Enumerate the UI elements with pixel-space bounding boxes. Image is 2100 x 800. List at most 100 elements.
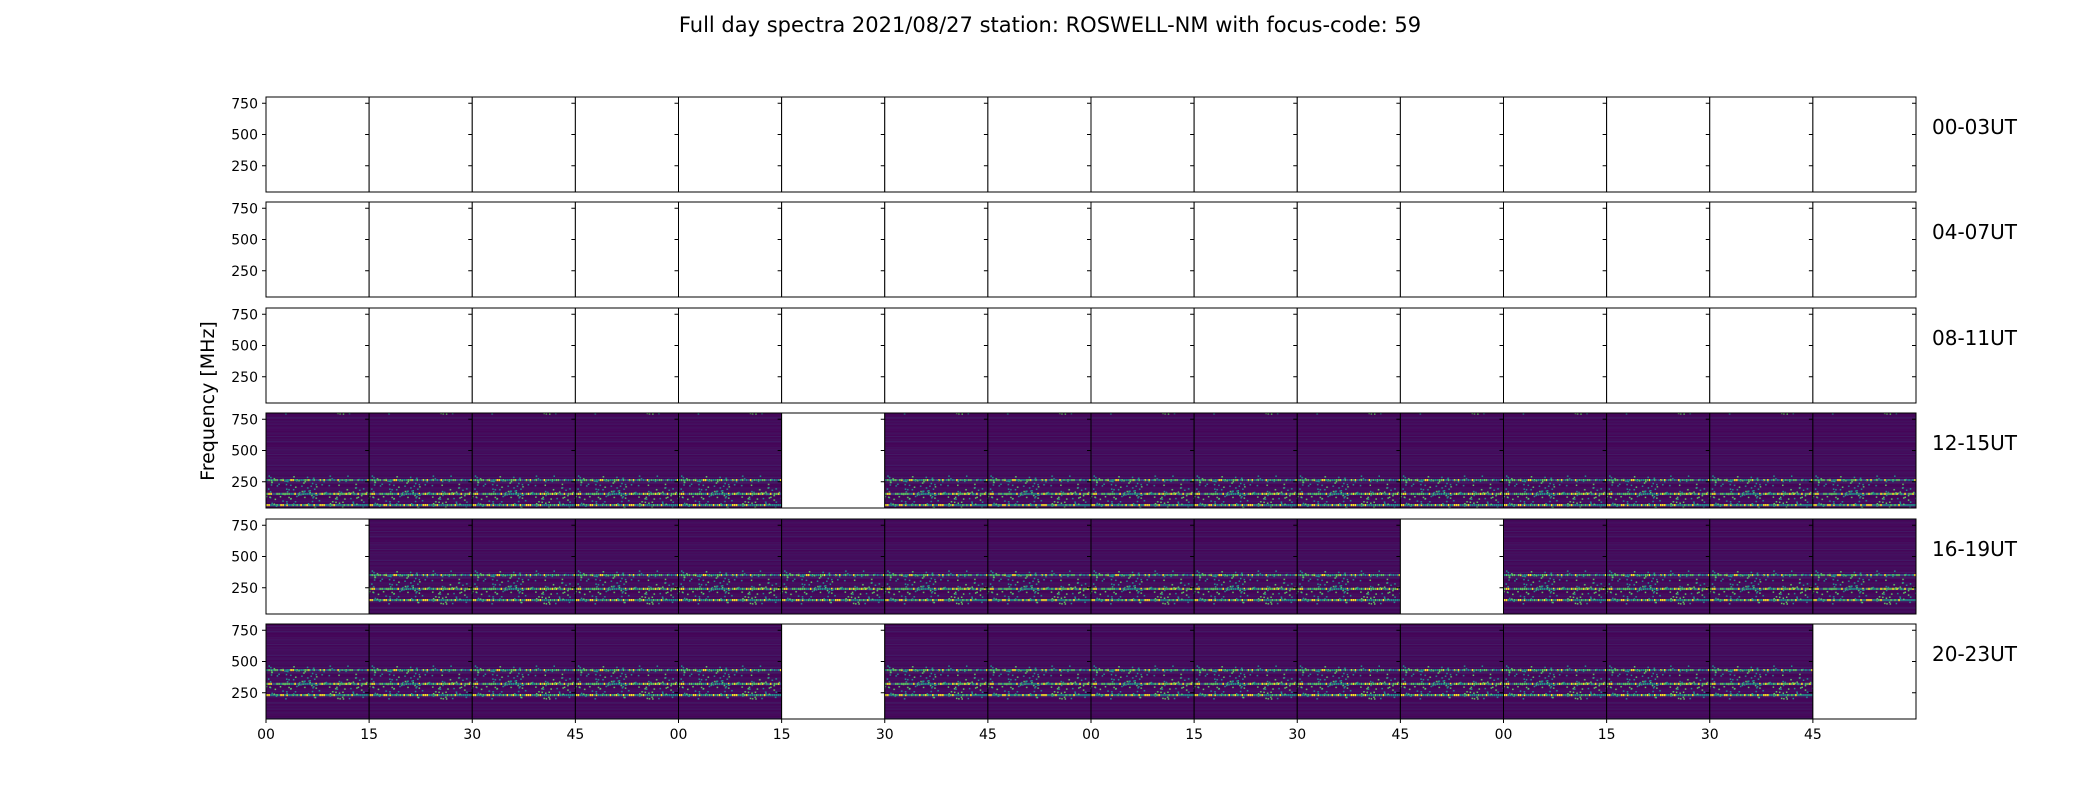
spectrogram-panel: [1296, 201, 1401, 298]
spectrogram-panel: [1296, 96, 1401, 193]
spectrogram-panel: [1709, 623, 1814, 720]
spectrogram-panel: [1090, 518, 1195, 615]
x-tick-label: 45: [979, 727, 997, 743]
y-tick-label: 250: [231, 159, 258, 175]
spectrogram-panel: [1503, 96, 1608, 193]
spectrogram-panel: [1503, 307, 1608, 404]
x-tick-label: 00: [670, 727, 688, 743]
x-tick-label: 00: [1495, 727, 1513, 743]
spectrogram-panel: [471, 412, 576, 509]
spectrogram-panel: [265, 307, 370, 404]
y-axis-label: Frequency [MHz]: [197, 321, 219, 481]
spectrogram-panel: [781, 201, 886, 298]
x-tick-label: 45: [1391, 727, 1409, 743]
spectrogram-panel: [678, 412, 783, 509]
row-label: 16-19UT: [1932, 537, 2018, 561]
y-tick-label: 250: [231, 370, 258, 386]
spectrogram-panel: [265, 412, 370, 509]
spectrogram-panel: [1193, 623, 1298, 720]
x-tick-label: 45: [566, 727, 584, 743]
y-tick-label: 250: [231, 581, 258, 597]
spectrogram-panel: [265, 623, 370, 720]
spectrogram-panel: [368, 96, 473, 193]
spectrogram-panel: [1296, 307, 1401, 404]
spectrogram-panel: [884, 96, 989, 193]
y-tick-label: 500: [231, 655, 258, 671]
spectrogram-panel: [678, 623, 783, 720]
spectrogram-panel: [1812, 307, 1917, 404]
spectrogram-panel: [987, 623, 1092, 720]
spectrogram-panel: [1606, 307, 1711, 404]
spectrogram-panel: [1606, 96, 1711, 193]
spectrogram-panel: [1503, 412, 1608, 509]
spectrogram-panel: [884, 518, 989, 615]
row-label: 00-03UT: [1932, 115, 2018, 139]
spectrogram-panel: [368, 412, 473, 509]
spectrogram-panel: [471, 96, 576, 193]
chart-title: Full day spectra 2021/08/27 station: ROS…: [679, 13, 1421, 37]
spectrogram-panel: [781, 518, 886, 615]
spectrogram-panel: [1296, 623, 1401, 720]
spectrogram-panel: [471, 518, 576, 615]
spectrogram-panel: [265, 96, 370, 193]
spectrogram-panel: [1812, 201, 1917, 298]
x-tick-label: 45: [1804, 727, 1822, 743]
spectrogram-panel: [781, 623, 886, 720]
spectrogram-panel: [1606, 412, 1711, 509]
spectrogram-panel: [1606, 201, 1711, 298]
spectrogram-panel: [368, 307, 473, 404]
spectrogram-panel: [368, 623, 473, 720]
spectrogram-panel: [1193, 307, 1298, 404]
spectrogram-panel: [368, 201, 473, 298]
spectrogram-panel: [1709, 412, 1814, 509]
y-tick-label: 750: [231, 201, 258, 217]
row-label: 04-07UT: [1932, 220, 2018, 244]
spectrogram-panel: [1709, 518, 1814, 615]
spectrogram-panel: [1399, 96, 1504, 193]
y-tick-label: 750: [231, 412, 258, 428]
spectrogram-panel: [574, 307, 679, 404]
x-tick-label: 00: [1082, 727, 1100, 743]
y-tick-label: 500: [231, 339, 258, 355]
spectrogram-panel: [1090, 307, 1195, 404]
spectrogram-panel: [1606, 623, 1711, 720]
spectrogram-panel: [1399, 518, 1504, 615]
spectrogram-panel: [987, 96, 1092, 193]
spectrogram-panel: [1399, 307, 1504, 404]
x-tick-label: 15: [773, 727, 791, 743]
spectrogram-panel: [574, 518, 679, 615]
spectrogram-panel: [265, 201, 370, 298]
spectrogram-panel: [781, 307, 886, 404]
spectrogram-panel: [1090, 96, 1195, 193]
x-tick-label: 30: [1288, 727, 1306, 743]
x-tick-label: 15: [360, 727, 378, 743]
spectrogram-panel: [1503, 518, 1608, 615]
spectrogram-panel: [1709, 201, 1814, 298]
row-label: 12-15UT: [1932, 431, 2018, 455]
panel-grid: 250 500 750 00-03UT 250 500 750 04-07UT 250 500 75…: [231, 96, 2017, 743]
spectrogram-panel: [1812, 412, 1917, 509]
y-tick-label: 500: [231, 444, 258, 460]
spectrogram-panel: [1090, 623, 1195, 720]
spectrogram-panel: [1090, 201, 1195, 298]
spectrogram-panel: [1399, 201, 1504, 298]
y-tick-label: 500: [231, 550, 258, 566]
y-tick-label: 500: [231, 233, 258, 249]
spectrogram-panel: [987, 412, 1092, 509]
y-tick-label: 250: [231, 264, 258, 280]
y-tick-label: 250: [231, 475, 258, 491]
x-tick-label: 00: [257, 727, 275, 743]
spectrogram-panel: [1193, 518, 1298, 615]
spectrogram-panel: [678, 96, 783, 193]
spectrogram-panel: [678, 518, 783, 615]
spectrogram-panel: [1812, 518, 1917, 615]
spectrogram-panel: [1399, 412, 1504, 509]
spectrogram-panel: [678, 307, 783, 404]
spectrogram-panel: [471, 623, 576, 720]
spectrogram-panel: [1606, 518, 1711, 615]
y-tick-label: 750: [231, 307, 258, 323]
spectrogram-panel: [574, 96, 679, 193]
spectrogram-panel: [1193, 201, 1298, 298]
spectrogram-panel: [1296, 518, 1401, 615]
